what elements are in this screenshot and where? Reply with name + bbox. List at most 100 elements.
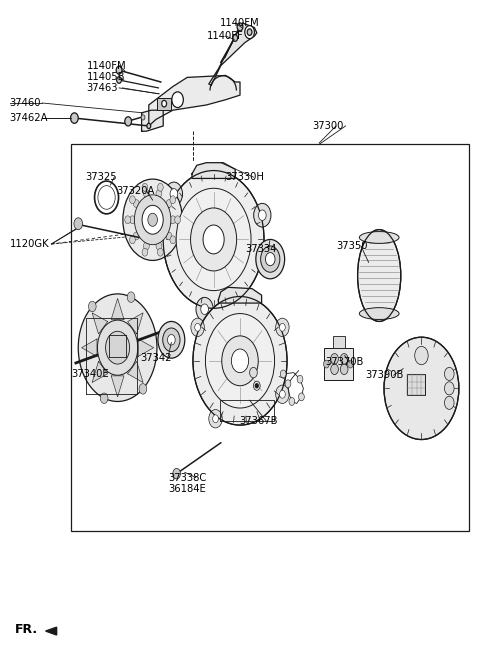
Circle shape xyxy=(253,381,260,390)
Circle shape xyxy=(173,468,180,479)
Polygon shape xyxy=(218,287,262,303)
Circle shape xyxy=(324,360,329,368)
Circle shape xyxy=(125,117,132,126)
Circle shape xyxy=(148,213,157,226)
Circle shape xyxy=(165,182,182,206)
Circle shape xyxy=(162,100,167,107)
Circle shape xyxy=(157,184,163,192)
Circle shape xyxy=(78,294,157,401)
Text: 37462A: 37462A xyxy=(10,113,48,123)
Circle shape xyxy=(176,188,251,291)
Text: 37390B: 37390B xyxy=(365,370,403,380)
Circle shape xyxy=(142,184,148,192)
Polygon shape xyxy=(128,313,143,334)
Circle shape xyxy=(144,242,149,250)
Text: 1120GK: 1120GK xyxy=(10,239,49,249)
Text: 37350: 37350 xyxy=(336,241,368,251)
Ellipse shape xyxy=(360,308,399,319)
Text: FR.: FR. xyxy=(14,623,37,636)
Circle shape xyxy=(255,384,258,388)
Circle shape xyxy=(201,304,208,314)
Circle shape xyxy=(166,199,172,207)
Polygon shape xyxy=(46,627,57,635)
Circle shape xyxy=(233,35,238,41)
Circle shape xyxy=(279,323,285,331)
Circle shape xyxy=(156,242,162,250)
Circle shape xyxy=(193,297,287,425)
Polygon shape xyxy=(142,110,163,131)
Circle shape xyxy=(158,321,185,358)
Circle shape xyxy=(117,77,121,83)
Circle shape xyxy=(205,314,275,408)
Circle shape xyxy=(289,398,295,405)
Polygon shape xyxy=(92,361,108,382)
Circle shape xyxy=(95,181,119,214)
Circle shape xyxy=(134,195,171,245)
Circle shape xyxy=(340,354,348,364)
Circle shape xyxy=(142,248,148,256)
Text: 37370B: 37370B xyxy=(325,357,364,367)
Ellipse shape xyxy=(360,232,399,243)
Circle shape xyxy=(265,253,275,266)
Circle shape xyxy=(444,382,454,395)
Polygon shape xyxy=(209,23,257,85)
Circle shape xyxy=(98,186,115,209)
Bar xyxy=(157,98,171,110)
Text: 37342: 37342 xyxy=(140,352,172,363)
Ellipse shape xyxy=(358,230,401,321)
Text: 1140FM: 1140FM xyxy=(86,60,126,71)
Circle shape xyxy=(125,216,131,224)
Circle shape xyxy=(247,29,252,35)
Polygon shape xyxy=(192,163,235,178)
Circle shape xyxy=(331,364,338,375)
Circle shape xyxy=(196,297,213,321)
Text: 36184E: 36184E xyxy=(168,483,206,494)
Circle shape xyxy=(340,364,348,375)
Text: 37334: 37334 xyxy=(245,244,276,255)
Circle shape xyxy=(280,370,286,378)
Text: 37460: 37460 xyxy=(10,98,41,108)
Circle shape xyxy=(245,26,254,39)
Circle shape xyxy=(297,375,303,383)
Text: 37330H: 37330H xyxy=(226,172,264,182)
Circle shape xyxy=(166,232,172,240)
Circle shape xyxy=(157,248,163,256)
Text: 37300: 37300 xyxy=(312,121,343,131)
Circle shape xyxy=(123,179,182,260)
Circle shape xyxy=(258,210,266,220)
Circle shape xyxy=(175,216,180,224)
Bar xyxy=(333,336,345,348)
Circle shape xyxy=(170,236,176,244)
Circle shape xyxy=(116,66,122,74)
Circle shape xyxy=(130,195,135,203)
Circle shape xyxy=(195,323,201,331)
Polygon shape xyxy=(138,339,154,356)
Bar xyxy=(324,348,353,380)
Circle shape xyxy=(261,246,280,272)
Circle shape xyxy=(106,331,130,364)
Circle shape xyxy=(299,393,304,401)
Circle shape xyxy=(133,232,139,240)
Circle shape xyxy=(250,367,257,378)
Circle shape xyxy=(156,190,162,197)
Circle shape xyxy=(222,336,258,386)
Circle shape xyxy=(231,349,249,373)
Text: 1140FM: 1140FM xyxy=(220,18,260,28)
Circle shape xyxy=(348,360,353,368)
Polygon shape xyxy=(128,361,143,382)
Polygon shape xyxy=(149,75,240,126)
Circle shape xyxy=(142,205,163,234)
Circle shape xyxy=(133,199,139,207)
Text: 37463: 37463 xyxy=(86,83,118,93)
Text: 37338C: 37338C xyxy=(168,472,206,483)
Circle shape xyxy=(170,216,176,224)
Circle shape xyxy=(74,218,83,230)
Circle shape xyxy=(213,415,218,422)
Circle shape xyxy=(139,384,147,394)
Text: 1140FF: 1140FF xyxy=(207,31,244,41)
Circle shape xyxy=(144,190,149,197)
Text: 11405B: 11405B xyxy=(86,72,125,82)
Polygon shape xyxy=(92,313,108,334)
Circle shape xyxy=(88,301,96,312)
Polygon shape xyxy=(111,376,124,397)
